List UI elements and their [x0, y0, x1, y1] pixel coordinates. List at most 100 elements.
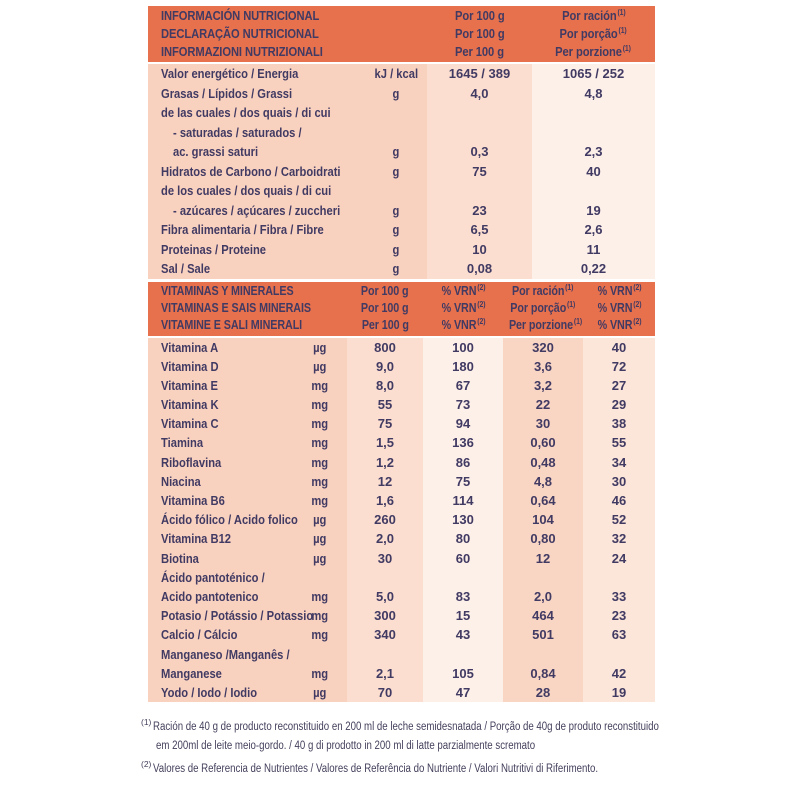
table-row: Vitamina B6 mg 1,6 114 0,64 46	[148, 491, 655, 511]
header-title: INFORMACIÓN NUTRICIONAL	[161, 8, 320, 23]
row-value: 55	[611, 435, 627, 451]
row-label: - saturadas / saturados /	[173, 124, 302, 140]
row-value: 320	[532, 339, 554, 355]
row-value: 40	[586, 163, 601, 179]
row-value: 86	[455, 454, 471, 470]
row-unit: µg	[313, 550, 327, 566]
row-value: 2,0	[375, 531, 395, 547]
row-value: 800	[374, 339, 396, 355]
table-row: Fibra alimentaria / Fibra / Fibre g 6,5 2,6	[148, 220, 655, 240]
row-value: 3,2	[533, 377, 553, 393]
row-value: 19	[586, 202, 601, 218]
row-value: 80	[455, 531, 471, 547]
table-row: - saturadas / saturados /	[148, 122, 655, 142]
footnote-ref: (1)	[617, 7, 626, 17]
row-unit: µg	[313, 531, 327, 547]
row-value: 83	[455, 588, 471, 604]
row-label: - azúcares / açúcares / zuccheri	[173, 202, 341, 218]
row-value: 32	[611, 531, 627, 547]
footnote-ref: (2)	[632, 282, 641, 292]
row-value: 75	[472, 163, 487, 179]
row-value: 4,0	[470, 85, 489, 101]
row-value: 5,0	[375, 588, 395, 604]
row-unit: g	[392, 202, 400, 218]
row-label: Vitamina B6	[161, 493, 225, 508]
row-value: 75	[455, 473, 471, 489]
vitamins-header: VITAMINAS Y MINERALES VITAMINAS E SAIS M…	[148, 281, 655, 336]
row-value: 30	[535, 416, 551, 432]
row-value: 23	[611, 608, 627, 624]
row-unit: mg	[311, 473, 329, 489]
row-value: 1,6	[375, 493, 395, 508]
table-row: Grasas / Lípidos / Grassi g 4,0 4,8	[148, 83, 655, 103]
row-value: 9,0	[375, 358, 395, 374]
row-unit: mg	[311, 627, 329, 643]
row-label: de las cuales / dos quais / di cui	[161, 105, 331, 120]
footnote: (1) Ración de 40 g de producto reconstitu…	[141, 717, 660, 752]
row-value: 1,5	[375, 435, 395, 451]
row-unit: µg	[313, 684, 327, 700]
row-value: 67	[455, 377, 471, 393]
table-row: Manganeso /Manganês /	[148, 644, 655, 664]
col-header-portion: Por ración(1) Por porção(1) Per porzione…	[508, 282, 583, 332]
footnote-ref: (1)	[623, 43, 632, 53]
row-label: Ácido fólico / Acido folico	[161, 512, 298, 528]
row-label: Vitamina D	[161, 358, 219, 374]
row-unit: mg	[311, 665, 329, 681]
nutrition-facts-header: INFORMACIÓN NUTRICIONAL DECLARAÇÃO NUTRI…	[148, 6, 655, 62]
row-unit: g	[392, 163, 400, 179]
row-value: 180	[452, 358, 474, 374]
col-header-per100: Por 100 g Por 100 g Per 100 g	[361, 284, 409, 332]
table-row: Yodo / Iodo / Iodio µg 70 47 28 19	[148, 682, 655, 703]
row-unit: mg	[311, 416, 329, 432]
header-title: VITAMINAS E SAIS MINERAIS	[161, 301, 311, 315]
row-value: 130	[452, 512, 474, 528]
row-label: Vitamina C	[161, 416, 219, 432]
row-label: Valor energético / Energia	[161, 66, 299, 81]
row-value: 55	[377, 397, 393, 413]
footnote-marker: (2)	[141, 759, 152, 770]
row-unit: g	[392, 144, 400, 159]
row-label: Niacina	[161, 473, 201, 489]
table-row: Valor energético / Energia kJ / kcal 1645 …	[148, 64, 655, 84]
footnotes: (1) Ración de 40 g de producto reconstitu…	[140, 718, 780, 783]
row-unit: mg	[311, 454, 329, 470]
row-label: Grasas / Lípidos / Grassi	[161, 85, 293, 101]
row-value: 70	[377, 684, 393, 700]
row-unit: mg	[311, 608, 329, 624]
row-value: 2,3	[584, 144, 603, 159]
row-unit: g	[392, 222, 400, 237]
row-value: 94	[455, 416, 471, 432]
row-value: 12	[535, 550, 551, 566]
row-unit: µg	[313, 512, 327, 528]
row-label: Potasio / Potássio / Potassio	[161, 608, 314, 624]
row-value: 4,8	[533, 473, 553, 489]
table-row: Hidratos de Carbono / Carboidrati g 75 40	[148, 161, 655, 181]
row-value: 105	[452, 665, 474, 681]
row-value: 75	[377, 416, 393, 432]
row-unit: kJ / kcal	[374, 66, 418, 81]
row-value: 0,08	[466, 261, 493, 276]
row-unit: mg	[311, 588, 329, 604]
footnote-ref: (2)	[632, 316, 641, 326]
row-value: 0,3	[470, 144, 489, 159]
row-value: 19	[611, 684, 627, 700]
row-label: Manganese	[161, 665, 222, 681]
table-row: - azúcares / açúcares / zuccheri g 23 19	[148, 200, 655, 220]
row-value: 63	[611, 627, 627, 643]
row-label: Ácido pantoténico /	[161, 569, 265, 585]
row-value: 114	[452, 493, 474, 508]
row-value: 24	[611, 550, 627, 566]
table-row: Vitamina A µg 800 100 320 40	[148, 337, 655, 357]
row-value: 2,1	[375, 665, 395, 681]
header-title: DECLARAÇÃO NUTRICIONAL	[161, 26, 319, 41]
row-label: Vitamina K	[161, 397, 219, 413]
row-value: 2,0	[533, 588, 553, 604]
table-row: Vitamina K mg 55 73 22 29	[148, 395, 655, 415]
footnote-ref: (1)	[565, 282, 574, 292]
row-value: 12	[377, 473, 393, 489]
table-row: de los cuales / dos quais / di cui	[148, 181, 655, 201]
row-label: Proteinas / Proteine	[161, 241, 267, 257]
row-label: de los cuales / dos quais / di cui	[161, 183, 332, 198]
